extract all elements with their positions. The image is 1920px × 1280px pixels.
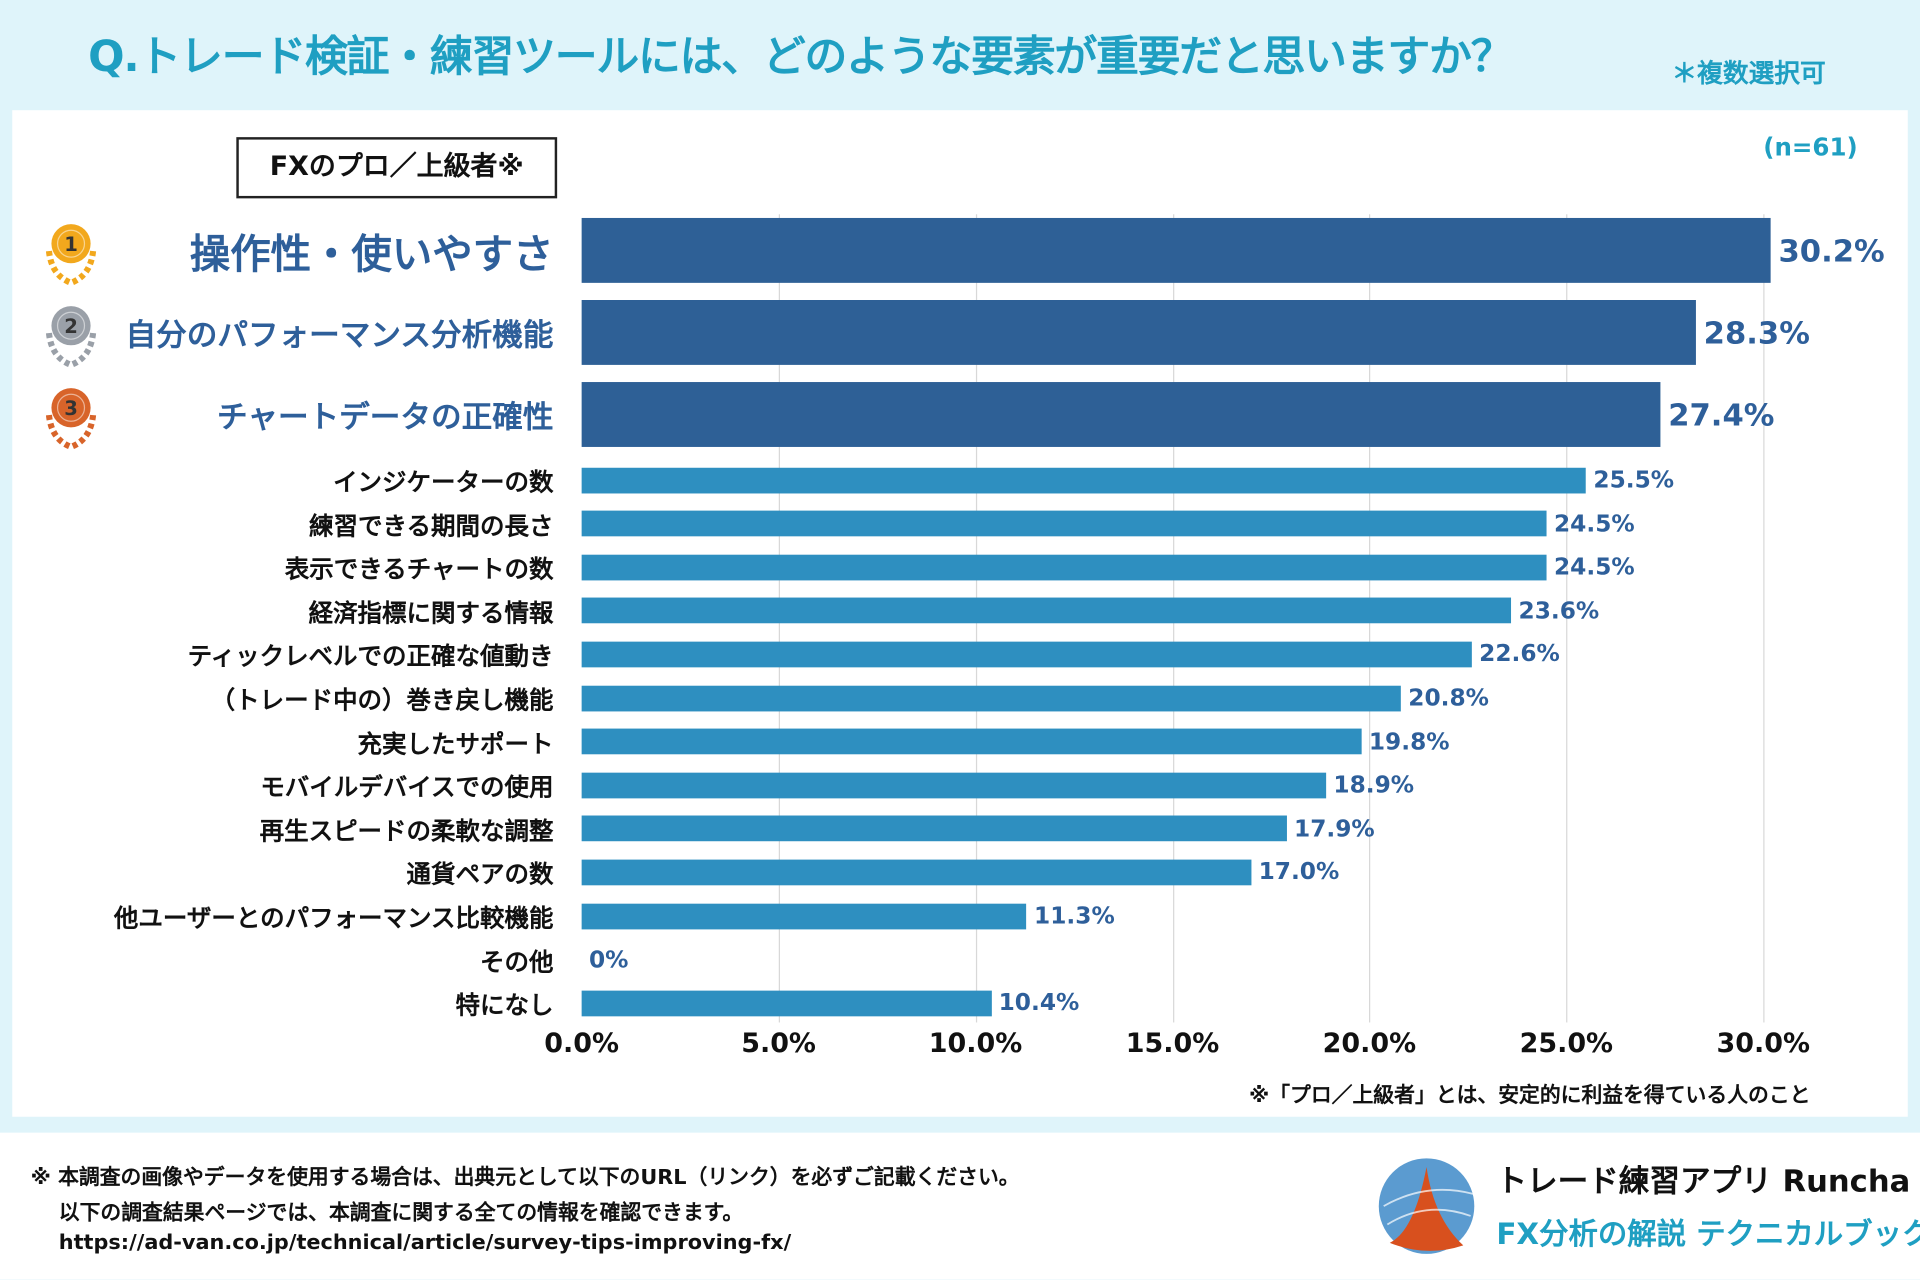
category-label: チャートデータの正確性 — [217, 398, 554, 435]
category-label: 経済指標に関する情報 — [308, 597, 554, 628]
gridline — [1566, 214, 1568, 1023]
bar — [581, 300, 1697, 365]
footer — [0, 1132, 1920, 1280]
x-tick-label: 25.0% — [1519, 1028, 1614, 1060]
svg-text:3: 3 — [64, 396, 78, 419]
value-label: 11.3% — [1034, 902, 1115, 930]
rank-1-medal-icon: 1 — [34, 214, 107, 287]
value-label: 30.2% — [1778, 232, 1885, 269]
value-label: 0% — [588, 946, 629, 973]
usage-note: ※ 本調査の画像やデータを使用する場合は、出典元として以下のURL（リンク）を必… — [30, 1165, 1020, 1191]
svg-text:1: 1 — [64, 232, 78, 255]
svg-text:2: 2 — [64, 314, 78, 337]
source-url-link[interactable]: https://ad-van.co.jp/technical/article/s… — [58, 1230, 792, 1256]
value-label: 17.0% — [1258, 858, 1340, 886]
x-tick-label: 20.0% — [1322, 1028, 1417, 1060]
bar — [581, 728, 1362, 755]
category-label: 他ユーザーとのパフォーマンス比較機能 — [113, 903, 554, 933]
bar — [581, 382, 1661, 447]
x-tick-label: 10.0% — [928, 1028, 1023, 1060]
category-label: 充実したサポート — [357, 728, 554, 759]
rank-2-medal-icon: 2 — [34, 296, 107, 369]
rank-3-medal-icon: 3 — [34, 378, 107, 451]
value-label: 20.8% — [1408, 684, 1489, 712]
footnote: ※「プロ／上級者」とは、安定的に利益を得ている人のこと — [1248, 1083, 1811, 1109]
question-title: Q.トレード検証・練習ツールには、どのような要素が重要だと思いますか？ — [88, 33, 1513, 83]
category-label: （トレード中の）巻き戻し機能 — [210, 685, 554, 715]
x-tick-label: 30.0% — [1716, 1028, 1811, 1060]
category-label: 練習できる期間の長さ — [309, 510, 554, 541]
usage-note-2: 以下の調査結果ページでは、本調査に関する全ての情報を確認できます。 — [58, 1201, 744, 1226]
x-tick-label: 0.0% — [544, 1028, 619, 1060]
brand-name: トレード練習アプリ Runcha — [1496, 1163, 1911, 1199]
multi-select-note: ＊複数選択可 — [1671, 58, 1826, 89]
bar — [581, 597, 1512, 624]
category-label: 表示できるチャートの数 — [284, 554, 554, 584]
category-label: 特になし — [455, 990, 554, 1020]
gridline — [1763, 214, 1765, 1023]
value-label: 17.9% — [1294, 815, 1375, 843]
bar — [581, 641, 1472, 668]
category-label: 通貨ペアの数 — [406, 859, 554, 889]
value-label: 18.9% — [1333, 771, 1415, 799]
bar-chart: 0.0% 5.0% 10.0% 15.0% 20.0% 25.0% 30.0% 操作性・使いや… — [34, 214, 1885, 1060]
value-label: 25.5% — [1593, 466, 1675, 494]
value-label: 27.4% — [1668, 396, 1775, 433]
bar — [581, 903, 1027, 929]
bar — [581, 467, 1587, 493]
category-label: 操作性・使いやすさ — [189, 229, 554, 278]
category-label: 自分のパフォーマンス分析機能 — [125, 316, 554, 353]
bar — [581, 217, 1772, 283]
value-label: 24.5% — [1553, 553, 1635, 581]
bar — [581, 685, 1401, 711]
value-label: 22.6% — [1479, 640, 1560, 668]
bar — [581, 554, 1547, 581]
category-label: その他 — [480, 946, 554, 977]
value-label: 28.3% — [1703, 314, 1810, 351]
bar — [581, 772, 1327, 798]
runcha-logo-icon — [1378, 1158, 1475, 1254]
category-label: モバイルデバイスでの使用 — [260, 772, 554, 802]
bar — [581, 859, 1252, 886]
category-label: ティックレベルでの正確な値動き — [187, 641, 554, 671]
value-label: 19.8% — [1368, 728, 1450, 756]
sample-size: (n=61) — [1763, 132, 1858, 162]
x-tick-label: 5.0% — [741, 1028, 816, 1060]
category-label: インジケーターの数 — [333, 467, 554, 497]
category-label: 再生スピードの柔軟な調整 — [259, 815, 554, 846]
bar — [581, 815, 1287, 842]
bar — [581, 510, 1547, 537]
x-tick-label: 15.0% — [1125, 1028, 1220, 1060]
value-label: 23.6% — [1518, 597, 1600, 625]
brand-tagline: FX分析の解説 テクニカルブック — [1496, 1217, 1920, 1252]
value-label: 24.5% — [1553, 510, 1635, 538]
value-label: 10.4% — [998, 989, 1080, 1017]
bar — [581, 990, 992, 1016]
respondent-group-label: FXのプロ／上級者※ — [236, 137, 558, 199]
